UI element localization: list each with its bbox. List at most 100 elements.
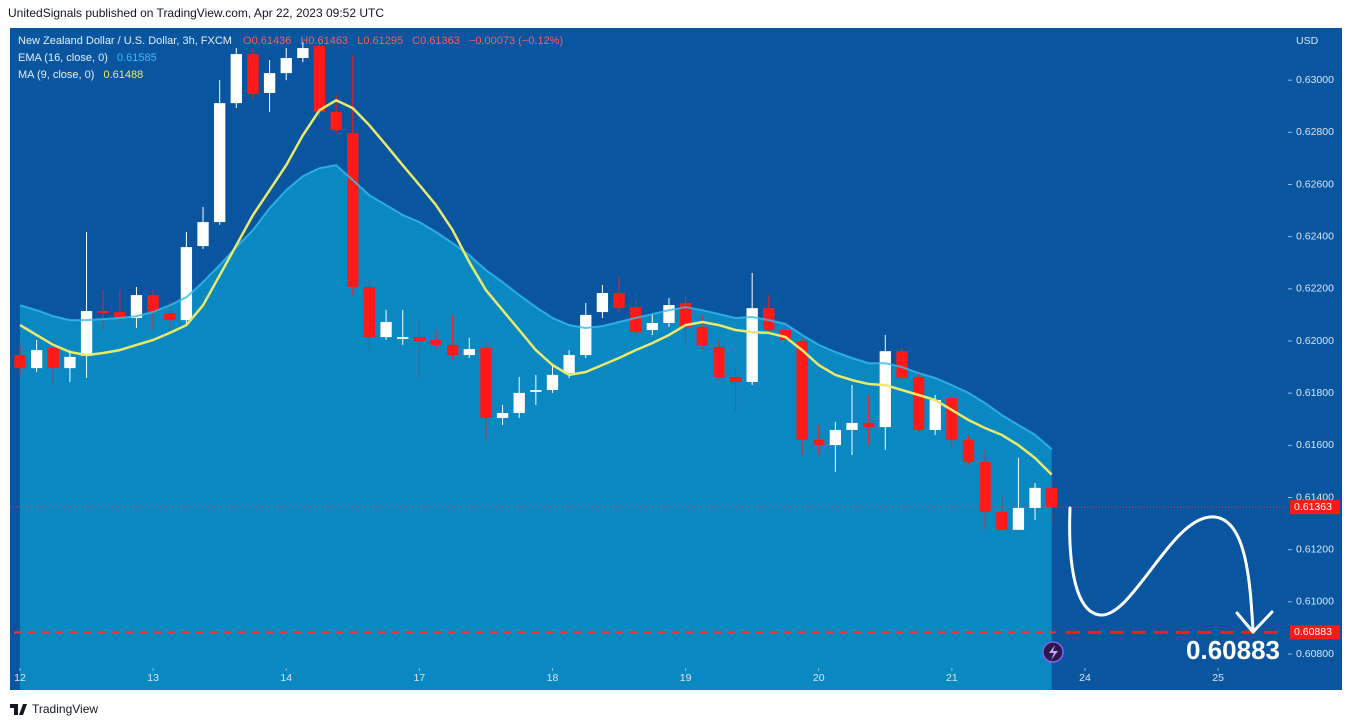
candle-body	[1012, 507, 1025, 530]
candle-body	[879, 351, 891, 428]
candle-body	[912, 376, 925, 430]
candle-body	[513, 392, 525, 413]
area-layer	[19, 165, 1052, 690]
projection-arrow	[1068, 506, 1255, 632]
target-label: 0.60883	[1294, 626, 1332, 638]
candle-body	[696, 326, 708, 345]
candle-body	[813, 439, 825, 446]
open-value: 0.61436	[252, 35, 292, 47]
candle-body	[829, 429, 842, 446]
x-tick-label: 12	[14, 672, 26, 684]
currency-label: USD	[1296, 35, 1319, 47]
candle-body	[214, 103, 226, 223]
candle-body	[929, 399, 941, 430]
candle-body	[663, 305, 675, 324]
candle-body	[114, 312, 126, 319]
y-tick-label: 0.61800	[1296, 387, 1334, 399]
event-icon-bolt	[1049, 645, 1058, 660]
legend-entry: MA (9, close, 0) 0.61488	[18, 69, 143, 81]
candle-body	[979, 462, 991, 512]
x-tick-label: 14	[280, 672, 292, 684]
close-value: 0.61363	[420, 35, 460, 47]
candle-body	[313, 45, 326, 112]
legend-value: 0.61488	[103, 69, 143, 81]
candle-body	[630, 307, 642, 333]
candle-body	[280, 57, 292, 74]
candle-body	[147, 295, 159, 313]
change-value: −0.00073 (−0.12%)	[469, 35, 563, 47]
candle-body	[896, 351, 908, 379]
candle-body	[230, 54, 242, 104]
candle-body	[862, 422, 875, 428]
candle-body	[746, 308, 758, 382]
published-banner: UnitedSignals published on TradingView.c…	[8, 6, 384, 20]
candle-body	[996, 511, 1008, 530]
legend-label: EMA (16, close, 0)	[18, 52, 108, 64]
candle-body	[197, 222, 209, 247]
candle-body	[97, 311, 109, 314]
x-tick-label: 20	[813, 672, 825, 684]
candle-body	[563, 355, 575, 374]
y-tick-label: 0.63000	[1296, 74, 1334, 86]
candle-body	[596, 293, 609, 313]
candle-body	[247, 54, 259, 94]
candle-body	[380, 321, 392, 338]
y-tick-label: 0.62400	[1296, 230, 1334, 242]
candle-body	[180, 247, 193, 321]
candle-body	[297, 48, 309, 58]
level-layer	[10, 506, 1288, 634]
candle-body	[646, 323, 658, 331]
y-tick-label: 0.62200	[1296, 283, 1334, 295]
y-tick-label: 0.60800	[1296, 648, 1334, 660]
candle-body	[64, 356, 76, 369]
candle-body	[580, 314, 592, 356]
x-tick-label: 17	[414, 672, 426, 684]
low-prefix: L	[357, 35, 363, 47]
chart-header: New Zealand Dollar / U.S. Dollar, 3h, FX…	[18, 35, 563, 47]
candle-body	[779, 330, 792, 340]
line-layer	[19, 99, 1053, 476]
high-value: 0.61463	[308, 35, 348, 47]
x-tick-label: 24	[1079, 672, 1091, 684]
candle-body	[962, 439, 975, 463]
ma-line	[19, 99, 1053, 476]
candle-body	[530, 390, 542, 392]
footer-logo: TradingView	[10, 702, 98, 716]
candle-body	[480, 348, 492, 418]
axis-layer: 0.608000.610000.612000.614000.616000.618…	[14, 74, 1340, 684]
candle-body	[413, 337, 426, 342]
legend-value: 0.61585	[117, 52, 157, 64]
candle-body	[1029, 487, 1041, 508]
candle-body	[463, 349, 475, 356]
close-prefix: C	[412, 35, 420, 47]
last-price-label: 0.61363	[1294, 501, 1332, 513]
candle-body	[796, 341, 808, 440]
logo-text: TradingView	[32, 702, 98, 716]
candle-body	[446, 344, 459, 356]
x-tick-label: 19	[680, 672, 692, 684]
candle-body	[80, 311, 93, 356]
x-tick-label: 25	[1212, 672, 1224, 684]
candle-body	[1046, 488, 1058, 508]
target-annotation: 0.60883	[1186, 635, 1280, 665]
y-tick-label: 0.61600	[1296, 439, 1334, 451]
candle-body	[430, 339, 442, 345]
ema-area	[19, 165, 1052, 690]
x-tick-label: 18	[547, 672, 559, 684]
y-tick-label: 0.62600	[1296, 178, 1334, 190]
candle-body	[363, 287, 376, 338]
open-prefix: O	[243, 35, 252, 47]
chart-title: New Zealand Dollar / U.S. Dollar, 3h, FX…	[18, 35, 232, 47]
candle-body	[679, 302, 692, 327]
ema-line	[19, 164, 1053, 450]
y-tick-label: 0.62800	[1296, 126, 1334, 138]
candle-body	[347, 133, 359, 288]
x-tick-label: 13	[147, 672, 159, 684]
y-tick-label: 0.62000	[1296, 335, 1334, 347]
target-box	[1290, 625, 1340, 640]
legend-label: MA (9, close, 0)	[18, 69, 94, 81]
candle-layer	[14, 39, 1058, 530]
candle-body	[946, 398, 958, 440]
